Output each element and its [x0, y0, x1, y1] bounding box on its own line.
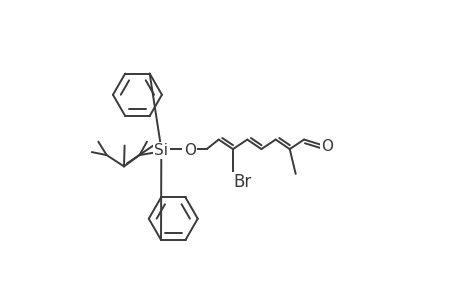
- Text: O: O: [183, 143, 195, 158]
- Text: Si: Si: [154, 143, 168, 158]
- Text: O: O: [320, 139, 332, 154]
- Text: Br: Br: [232, 173, 251, 191]
